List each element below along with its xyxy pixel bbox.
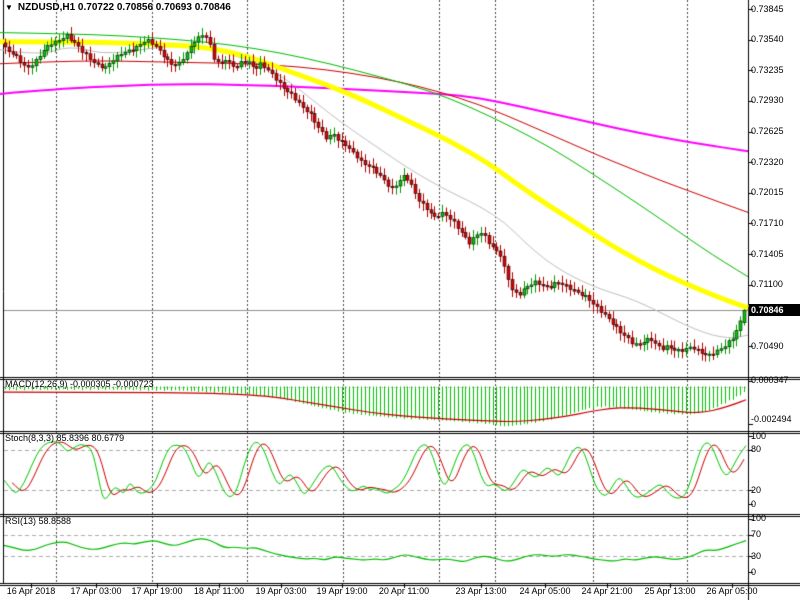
price-axis-label: 0.72015 — [751, 187, 784, 198]
stochastic-axis-label: 20 — [751, 484, 762, 495]
stochastic-indicator-label: Stoch(8,3,3) 85.8396 80.6779 — [5, 433, 125, 443]
price-axis-label: 0.70490 — [751, 340, 784, 351]
macd-axis-label: 0.000347 — [751, 375, 789, 386]
time-axis-label: 25 Apr 13:00 — [644, 586, 696, 596]
price-axis-label: 0.71405 — [751, 248, 784, 259]
macd-axis-label: -0.002494 — [751, 414, 792, 424]
price-axis-label: 0.71710 — [751, 217, 784, 228]
time-axis-label: 18 Apr 11:00 — [193, 586, 245, 596]
current-price-badge: 0.70846 — [749, 304, 800, 316]
rsi-indicator-label: RSI(13) 58.8588 — [5, 516, 72, 526]
time-axis-label: 16 Apr 2018 — [6, 586, 56, 596]
stochastic-axis-label: 80 — [751, 444, 762, 455]
time-axis-label: 23 Apr 13:00 — [455, 586, 507, 596]
stochastic-axis-label: 100 — [751, 430, 767, 441]
chart-title: ▼ NZDUSD,H1 0.70722 0.70856 0.70693 0.708… — [5, 2, 231, 13]
macd-indicator-label: MACD(12,26,9) -0.000305 -0.000723 — [5, 379, 154, 389]
rsi-axis-label: 70 — [751, 529, 762, 540]
rsi-axis-label: 30 — [751, 550, 762, 561]
price-axis-label: 0.73845 — [751, 3, 784, 14]
rsi-axis-label: 100 — [751, 513, 767, 524]
price-axis-label: 0.73540 — [751, 34, 784, 45]
price-axis-label: 0.73235 — [751, 64, 784, 75]
price-axis-label: 0.72930 — [751, 95, 784, 106]
time-axis-label: 17 Apr 03:00 — [70, 586, 122, 596]
time-axis-label: 19 Apr 03:00 — [255, 586, 307, 596]
rsi-axis-label: 0 — [751, 566, 757, 577]
time-axis-label: 26 Apr 05:00 — [706, 586, 758, 596]
collapse-triangle-icon[interactable]: ▼ — [5, 3, 13, 12]
time-axis-label: 19 Apr 19:00 — [316, 586, 368, 596]
time-axis-label: 20 Apr 11:00 — [378, 586, 430, 596]
price-axis-label: 0.72320 — [751, 156, 784, 167]
time-axis-label: 24 Apr 05:00 — [519, 586, 571, 596]
stochastic-axis-label: 0 — [751, 498, 757, 509]
price-axis-label: 0.71100 — [751, 279, 783, 290]
chart-title-text: NZDUSD,H1 0.70722 0.70856 0.70693 0.7084… — [17, 2, 231, 13]
time-axis-label: 17 Apr 19:00 — [131, 586, 183, 596]
price-axis-label: 0.72625 — [751, 126, 784, 137]
time-axis-label: 24 Apr 21:00 — [581, 586, 633, 596]
